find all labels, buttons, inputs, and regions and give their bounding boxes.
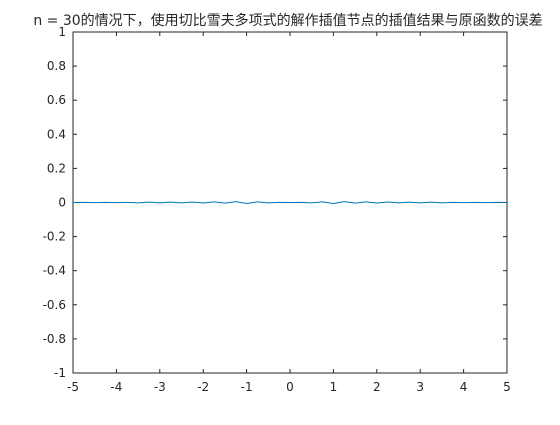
x-tick-label: -3 [154, 380, 166, 394]
y-tick-label: -0.4 [43, 264, 66, 278]
x-tick-label: 5 [503, 380, 511, 394]
x-tick-label: 4 [460, 380, 468, 394]
x-tick-label: -4 [110, 380, 122, 394]
y-tick-label: -0.8 [43, 332, 66, 346]
x-tick-label: 1 [330, 380, 338, 394]
x-tick-label: 3 [416, 380, 424, 394]
y-tick-label: 0.2 [47, 161, 66, 175]
x-tick-label: -5 [67, 380, 79, 394]
y-tick-label: 0.6 [47, 93, 66, 107]
y-tick-label: -0.6 [43, 298, 66, 312]
y-tick-label: -1 [54, 366, 66, 380]
y-tick-label: 0.8 [47, 59, 66, 73]
x-tick-label: 0 [286, 380, 294, 394]
plot-area: -5 -4 -3 -2 -1 0 1 2 3 4 5 1 0.8 0.6 0.4 0.2 0 -0.2 -0.4 -0… [43, 25, 511, 394]
x-tick-label: -2 [197, 380, 209, 394]
y-tick-label: -0.2 [43, 230, 66, 244]
x-tick-label: -1 [241, 380, 253, 394]
chart-title: n = 30的情况下，使用切比雪夫多项式的解作插值节点的插值结果与原函数的误差 [33, 12, 542, 29]
y-tick-label: 0 [58, 196, 66, 210]
x-tick-label: 2 [373, 380, 381, 394]
y-tick-label: 0.4 [47, 127, 66, 141]
y-tick-label: 1 [58, 25, 66, 39]
series-line [72, 201, 508, 205]
